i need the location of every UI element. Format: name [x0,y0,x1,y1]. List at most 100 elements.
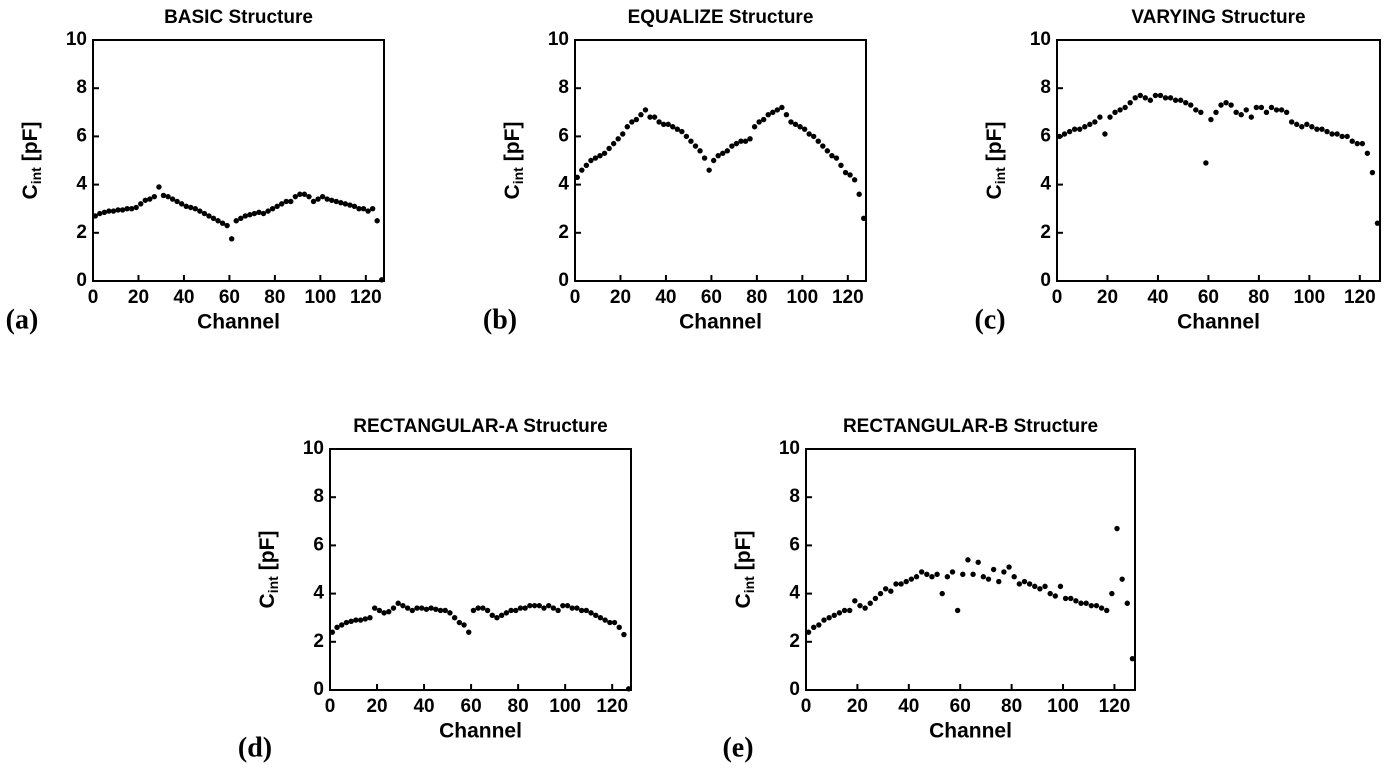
data-point [738,138,744,144]
data-point [918,569,925,575]
data-point [1107,114,1113,120]
data-point [792,121,799,128]
y-tick-label: 6 [76,125,87,146]
x-tick-label: 80 [508,696,529,717]
data-point [1228,102,1234,108]
data-point [1078,600,1084,606]
data-point [233,218,239,224]
y-axis-label-subscript: int [28,167,44,184]
data-point [651,114,658,120]
data-point [861,215,867,222]
x-tick-label: 40 [898,696,919,717]
data-point [836,610,843,616]
data-point [980,574,987,580]
data-point [579,167,585,173]
data-point [583,162,590,169]
data-point [805,629,812,635]
data-point [1062,595,1069,602]
data-point [369,206,376,212]
y-axis-label: Cint [pF] [501,122,526,200]
data-point [351,203,358,209]
x-axis-label: Channel [679,311,762,334]
chart-title: RECTANGULAR-B Structure [843,416,1098,437]
data-point [339,622,345,628]
data-point [1314,126,1320,132]
y-axis-label-symbol: C [501,184,524,199]
data-point [503,610,510,616]
data-point [386,608,392,615]
data-point [939,590,945,597]
data-point [831,612,837,618]
data-point [356,206,362,212]
x-tick-label: 0 [325,696,336,717]
data-point [1114,525,1120,532]
data-point [1324,128,1330,135]
data-point [574,174,580,181]
panel-label: (c) [974,304,1005,335]
data-point [124,206,130,212]
data-point [338,199,344,206]
data-point [1097,114,1103,120]
data-point [1102,131,1108,137]
data-point [847,172,853,178]
data-point [1021,578,1028,585]
y-tick-label: 6 [558,125,569,146]
data-point [615,136,621,142]
data-point [138,201,144,207]
data-point [128,206,135,212]
data-point [531,602,538,609]
data-point [151,193,158,200]
data-point [1283,109,1290,116]
data-point [92,213,98,219]
x-tick-label: 20 [610,287,631,308]
data-point [301,191,308,197]
plot-frame [805,448,1136,691]
data-point [593,612,599,618]
x-tick-label: 20 [366,696,387,717]
data-point [228,236,235,242]
data-point [1223,99,1229,106]
data-point [1068,595,1074,602]
data-point [517,605,524,611]
x-tick-label: 80 [1001,696,1022,717]
data-point [297,191,303,197]
data-point [256,209,262,216]
x-tick-label: 40 [1147,287,1168,308]
data-point [1137,92,1143,99]
data-point [106,208,112,214]
data-point [1056,133,1063,140]
chart-title: RECTANGULAR-A Structure [353,416,607,437]
data-point [616,624,622,631]
data-point [811,133,817,140]
data-point [1233,109,1239,116]
data-point [1263,109,1270,116]
data-point [1193,107,1199,113]
data-point [665,121,671,128]
data-point [489,612,495,618]
data-point [183,203,189,209]
x-tick-label: 60 [1198,287,1219,308]
data-point [133,204,139,211]
data-point [574,605,580,611]
data-point [156,184,162,190]
data-point [783,112,790,118]
data-point [862,605,868,611]
y-tick-label: 8 [76,77,87,98]
data-point [1172,97,1179,103]
data-point [1088,602,1095,609]
data-point [1132,95,1138,101]
x-tick-label: 20 [847,696,868,717]
y-tick-label: 6 [789,534,800,555]
data-point [306,193,312,200]
data-point [1109,590,1115,597]
data-point [1334,131,1340,137]
data-point [329,629,336,635]
y-axis-label-subscript: int [741,576,757,593]
y-tick-label: 10 [548,29,569,50]
data-point [292,193,299,200]
data-point [404,605,411,611]
data-point [816,622,822,628]
data-point [770,109,776,116]
data-point [1243,107,1249,113]
data-point [908,576,915,582]
